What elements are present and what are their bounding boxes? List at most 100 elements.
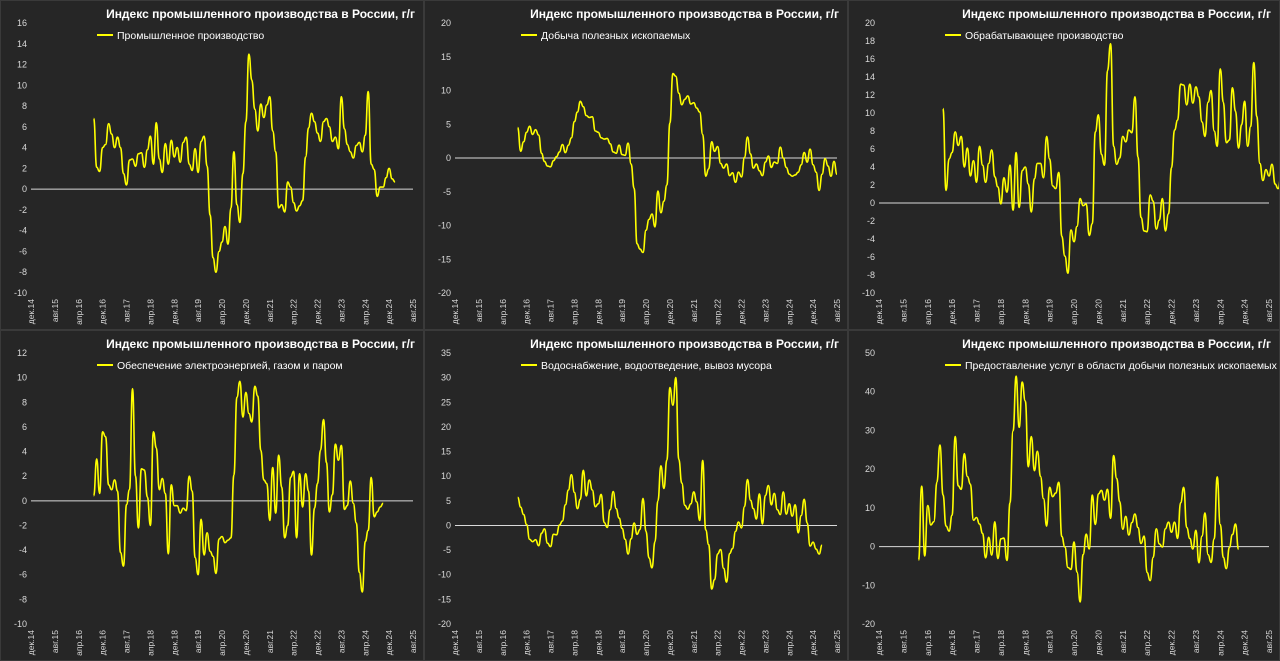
chart-svg: -20 -15 -10 -5 0 5 10 15 20 дек.14 авг.15 апр.16 дек… bbox=[438, 18, 842, 325]
x-tick-label: авг.23 bbox=[760, 630, 770, 653]
x-tick-label: авг.19 bbox=[617, 630, 627, 653]
chart-panel-electricity: Индекс промышленного производства в Росс… bbox=[0, 330, 424, 661]
chart-svg: -20 -10 0 10 20 30 40 50 дек.14 авг.15 апр.16 дек.1… bbox=[862, 348, 1278, 656]
y-tick-label: -4 bbox=[867, 234, 875, 244]
x-tick-label: дек.16 bbox=[98, 299, 108, 324]
x-tick-label: авг.15 bbox=[474, 630, 484, 653]
chart-title: Индекс промышленного производства в Росс… bbox=[106, 337, 415, 351]
chart-panel-manufacturing: Индекс промышленного производства в Росс… bbox=[848, 0, 1280, 330]
y-tick-label: 30 bbox=[441, 373, 451, 383]
chart-panel-water: Индекс промышленного производства в Росс… bbox=[424, 330, 848, 661]
y-tick-label: -2 bbox=[19, 520, 27, 530]
y-tick-label: 2 bbox=[870, 180, 875, 190]
series-line bbox=[92, 53, 396, 273]
y-tick-label: 12 bbox=[17, 348, 27, 358]
x-tick-label: дек.22 bbox=[313, 630, 323, 655]
x-tick-label: авг.17 bbox=[546, 630, 556, 653]
chart-panel-mining-services: Индекс промышленного производства в Росс… bbox=[848, 330, 1280, 661]
x-tick-label: авг.15 bbox=[50, 630, 60, 653]
x-tick-label: авг.17 bbox=[972, 630, 982, 653]
x-tick-label: авг.19 bbox=[1045, 630, 1055, 653]
x-tick-label: апр.24 bbox=[1215, 630, 1225, 656]
x-tick-label: апр.24 bbox=[784, 299, 794, 325]
y-tick-label: 8 bbox=[870, 126, 875, 136]
x-tick-label: дек.20 bbox=[665, 299, 675, 324]
y-tick-label: -10 bbox=[862, 580, 875, 590]
x-tick-label: авг.17 bbox=[122, 630, 132, 653]
y-tick-label: 0 bbox=[870, 198, 875, 208]
x-tick-label: апр.22 bbox=[1142, 630, 1152, 656]
y-tick-label: 0 bbox=[446, 520, 451, 530]
y-tick-label: 10 bbox=[865, 503, 875, 513]
y-tick-label: -10 bbox=[438, 221, 451, 231]
y-tick-label: 15 bbox=[441, 52, 451, 62]
chart-panel-mining: Индекс промышленного производства в Росс… bbox=[424, 0, 848, 330]
series-line bbox=[917, 375, 1240, 603]
x-tick-label: апр.20 bbox=[1069, 630, 1079, 656]
x-tick-label: апр.16 bbox=[74, 299, 84, 325]
y-tick-label: -15 bbox=[438, 254, 451, 264]
x-tick-label: авг.23 bbox=[760, 299, 770, 322]
x-tick-label: апр.24 bbox=[360, 299, 370, 325]
x-tick-label: дек.18 bbox=[169, 630, 179, 655]
y-tick-label: 35 bbox=[441, 348, 451, 358]
y-tick-label: 6 bbox=[870, 144, 875, 154]
y-tick-label: -4 bbox=[19, 226, 27, 236]
x-tick-label: дек.20 bbox=[1093, 299, 1103, 324]
x-tick-label: авг.21 bbox=[1118, 299, 1128, 322]
y-tick-label: 20 bbox=[441, 422, 451, 432]
y-tick-label: 8 bbox=[22, 101, 27, 111]
y-tick-label: -8 bbox=[19, 594, 27, 604]
x-tick-label: дек.24 bbox=[1240, 630, 1250, 655]
x-tick-label: апр.16 bbox=[923, 299, 933, 325]
y-tick-label: 18 bbox=[865, 36, 875, 46]
y-tick-label: -20 bbox=[438, 619, 451, 629]
x-tick-label: авг.15 bbox=[898, 630, 908, 653]
x-tick-label: авг.19 bbox=[193, 630, 203, 653]
legend-label: Промышленное производство bbox=[117, 30, 264, 42]
x-tick-label: дек.14 bbox=[874, 630, 884, 655]
legend-label: Обрабатывающее производство bbox=[965, 30, 1124, 42]
x-tick-label: дек.14 bbox=[874, 299, 884, 324]
y-tick-label: -10 bbox=[14, 619, 27, 629]
x-tick-label: дек.14 bbox=[26, 299, 36, 324]
x-tick-label: апр.24 bbox=[784, 630, 794, 656]
y-tick-label: -6 bbox=[867, 252, 875, 262]
x-tick-label: авг.25 bbox=[832, 630, 842, 653]
y-tick-label: 4 bbox=[22, 143, 27, 153]
y-tick-label: 20 bbox=[865, 464, 875, 474]
x-tick-label: дек.14 bbox=[450, 630, 460, 655]
x-tick-label: апр.16 bbox=[498, 630, 508, 656]
x-tick-label: дек.16 bbox=[947, 630, 957, 655]
y-tick-label: 10 bbox=[17, 80, 27, 90]
x-tick-label: дек.24 bbox=[808, 630, 818, 655]
x-tick-label: авг.15 bbox=[898, 299, 908, 322]
y-tick-label: 16 bbox=[865, 54, 875, 64]
y-tick-label: 0 bbox=[446, 153, 451, 163]
x-tick-label: апр.16 bbox=[498, 299, 508, 325]
series-line bbox=[516, 72, 838, 254]
y-tick-label: 2 bbox=[22, 163, 27, 173]
y-tick-label: -15 bbox=[438, 594, 451, 604]
x-tick-label: авг.21 bbox=[1118, 630, 1128, 653]
series-line bbox=[942, 42, 1279, 274]
y-tick-label: 40 bbox=[865, 387, 875, 397]
y-tick-label: -5 bbox=[443, 187, 451, 197]
chart-svg: -10 -8 -6 -4 -2 0 2 4 6 8 10 12 дек.14 авг.15 апр.16 де… bbox=[14, 348, 418, 656]
x-tick-label: авг.25 bbox=[408, 299, 418, 322]
x-tick-label: авг.21 bbox=[689, 299, 699, 322]
y-tick-label: 12 bbox=[17, 60, 27, 70]
y-tick-label: -2 bbox=[867, 216, 875, 226]
y-tick-label: 0 bbox=[22, 496, 27, 506]
x-tick-label: апр.22 bbox=[713, 630, 723, 656]
y-tick-label: 50 bbox=[865, 348, 875, 358]
chart-svg: -20 -15 -10 -5 0 5 10 15 20 25 30 35 дек.14 авг.15 апр… bbox=[438, 348, 842, 656]
x-tick-label: дек.24 bbox=[384, 630, 394, 655]
x-tick-label: дек.20 bbox=[241, 630, 251, 655]
x-tick-label: дек.18 bbox=[1020, 630, 1030, 655]
y-tick-label: 14 bbox=[865, 72, 875, 82]
x-tick-label: апр.20 bbox=[641, 299, 651, 325]
x-tick-label: авг.23 bbox=[1191, 299, 1201, 322]
chart-title: Индекс промышленного производства в Росс… bbox=[106, 7, 415, 21]
y-tick-label: 20 bbox=[441, 18, 451, 28]
